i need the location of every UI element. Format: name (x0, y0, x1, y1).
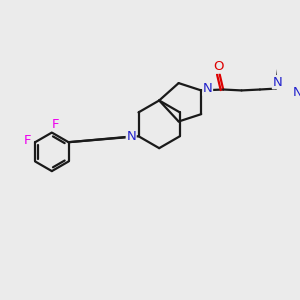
Text: N: N (126, 130, 136, 143)
Text: N: N (272, 76, 282, 89)
Text: F: F (24, 134, 32, 147)
Text: N: N (293, 86, 300, 99)
Text: F: F (52, 118, 59, 131)
Text: O: O (213, 60, 224, 73)
Text: N: N (203, 82, 212, 95)
